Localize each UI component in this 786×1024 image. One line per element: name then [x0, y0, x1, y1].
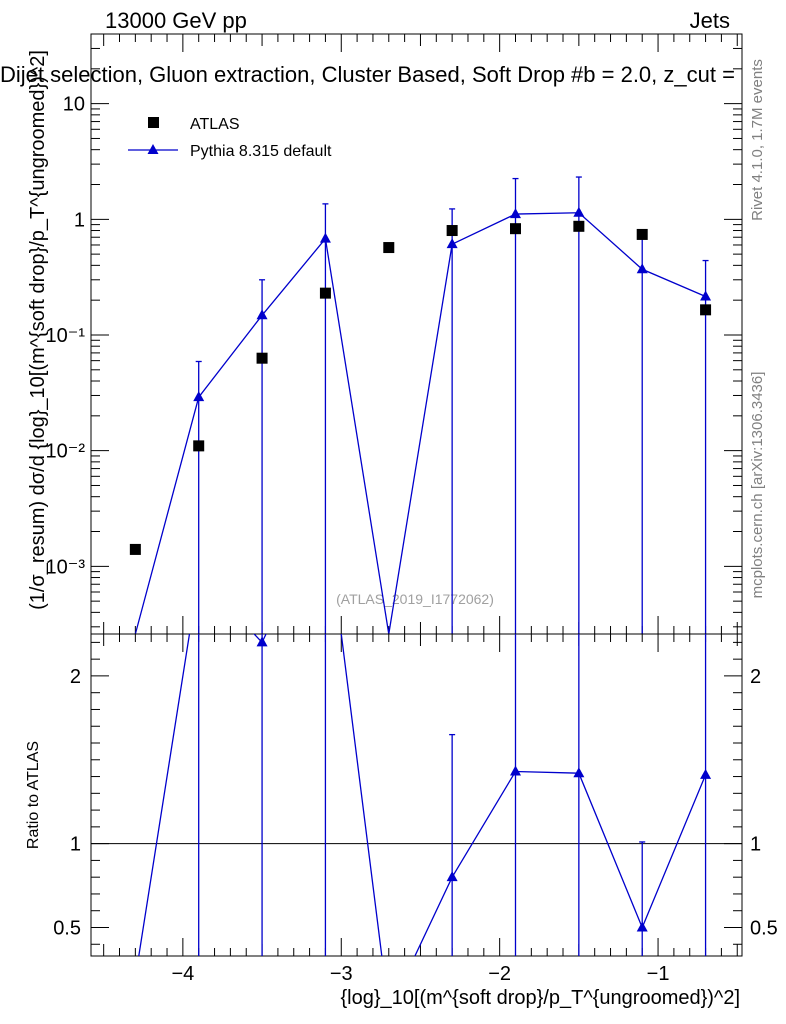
pythia-data-point: [193, 391, 205, 402]
ratio-y-tick-label-right: 1: [750, 834, 761, 856]
main-plot-frame: [90, 33, 743, 635]
analysis-watermark: (ATLAS_2019_I1772062): [336, 591, 494, 607]
main-y-axis-label: (1/σ_resum) dσ/d {log}_10[(m^{soft drop}…: [27, 50, 49, 610]
ratio-axis-ticks: 2 2 1 1 0.5 0.5 −4 −3 −2 −1: [53, 634, 778, 985]
legend-atlas-label: ATLAS: [190, 116, 240, 133]
atlas-data-point: [446, 225, 458, 237]
ratio-y-tick-label-right: 0.5: [750, 917, 778, 939]
category-label: Jets: [690, 8, 730, 33]
legend-atlas-marker: [148, 117, 159, 128]
legend-pythia-marker: [147, 144, 159, 154]
mcplots-reference-label: mcplots.cern.ch [arXiv:1306.3436]: [749, 372, 766, 599]
rivet-version-label: Rivet 4.1.0, 1.7M events: [749, 59, 766, 221]
atlas-data-point: [509, 223, 521, 235]
ratio-data-point: [573, 767, 585, 778]
pythia-series-line: [134, 212, 706, 635]
atlas-data-point: [193, 440, 205, 452]
main-y-tick-label: 10⁻²: [46, 441, 86, 463]
pythia-data-point: [636, 263, 648, 274]
main-y-tick-label: 10⁻³: [46, 556, 86, 578]
main-y-tick-label: 10⁻¹: [46, 325, 86, 347]
pythia-data-point: [446, 238, 458, 249]
ratio-data-point: [700, 768, 712, 779]
ratio-data-point: [256, 636, 268, 647]
ratio-plot-frame: [90, 633, 743, 957]
pythia-data-point: [573, 206, 585, 217]
pythia-data-point: [700, 290, 712, 301]
x-axis-label: {log}_10[(m^{soft drop}/p_T^{ungroomed})…: [340, 987, 740, 1009]
collision-label: 13000 GeV pp: [105, 8, 247, 33]
plot-title: Dijet selection, Gluon extraction, Clust…: [0, 62, 735, 87]
atlas-data-point: [383, 242, 395, 254]
atlas-data-point: [700, 304, 712, 316]
ratio-data-point: [446, 871, 458, 882]
x-tick-label: −3: [330, 963, 353, 985]
pythia-data-point: [256, 309, 268, 320]
main-series-layer: [129, 176, 712, 635]
x-tick-label: −4: [171, 963, 194, 985]
main-y-tick-label: 1: [74, 209, 85, 231]
pythia-data-point: [319, 232, 331, 243]
ratio-y-axis-label: Ratio to ATLAS: [25, 741, 42, 849]
ratio-y-tick-label-left: 2: [70, 666, 81, 688]
ratio-y-tick-label-left: 0.5: [53, 917, 81, 939]
atlas-data-point: [573, 220, 585, 232]
ratio-series-line: [138, 634, 707, 956]
atlas-data-point: [319, 287, 331, 299]
atlas-data-point: [129, 543, 141, 555]
main-y-tick-label: 10: [63, 94, 85, 116]
x-tick-label: −1: [647, 963, 670, 985]
ratio-y-tick-label-right: 2: [750, 666, 761, 688]
atlas-data-point: [256, 352, 268, 364]
ratio-series-layer: [138, 634, 712, 956]
ratio-y-tick-label-left: 1: [70, 834, 81, 856]
legend: ATLAS Pythia 8.315 default: [128, 116, 332, 160]
legend-pythia-label: Pythia 8.315 default: [190, 143, 332, 160]
main-plot-panel: 10 1 10⁻¹ 10⁻² 10⁻³ (1/σ_resum) dσ/d {log}_1…: [27, 33, 743, 635]
ratio-data-point: [636, 921, 648, 932]
atlas-data-point: [636, 228, 648, 240]
pythia-data-point: [509, 208, 521, 219]
x-tick-label: −2: [488, 963, 511, 985]
ratio-data-point: [509, 765, 521, 776]
ratio-plot-panel: 2 2 1 1 0.5 0.5 −4 −3 −2 −1 Ratio to ATLAS {log}_…: [25, 633, 778, 1009]
